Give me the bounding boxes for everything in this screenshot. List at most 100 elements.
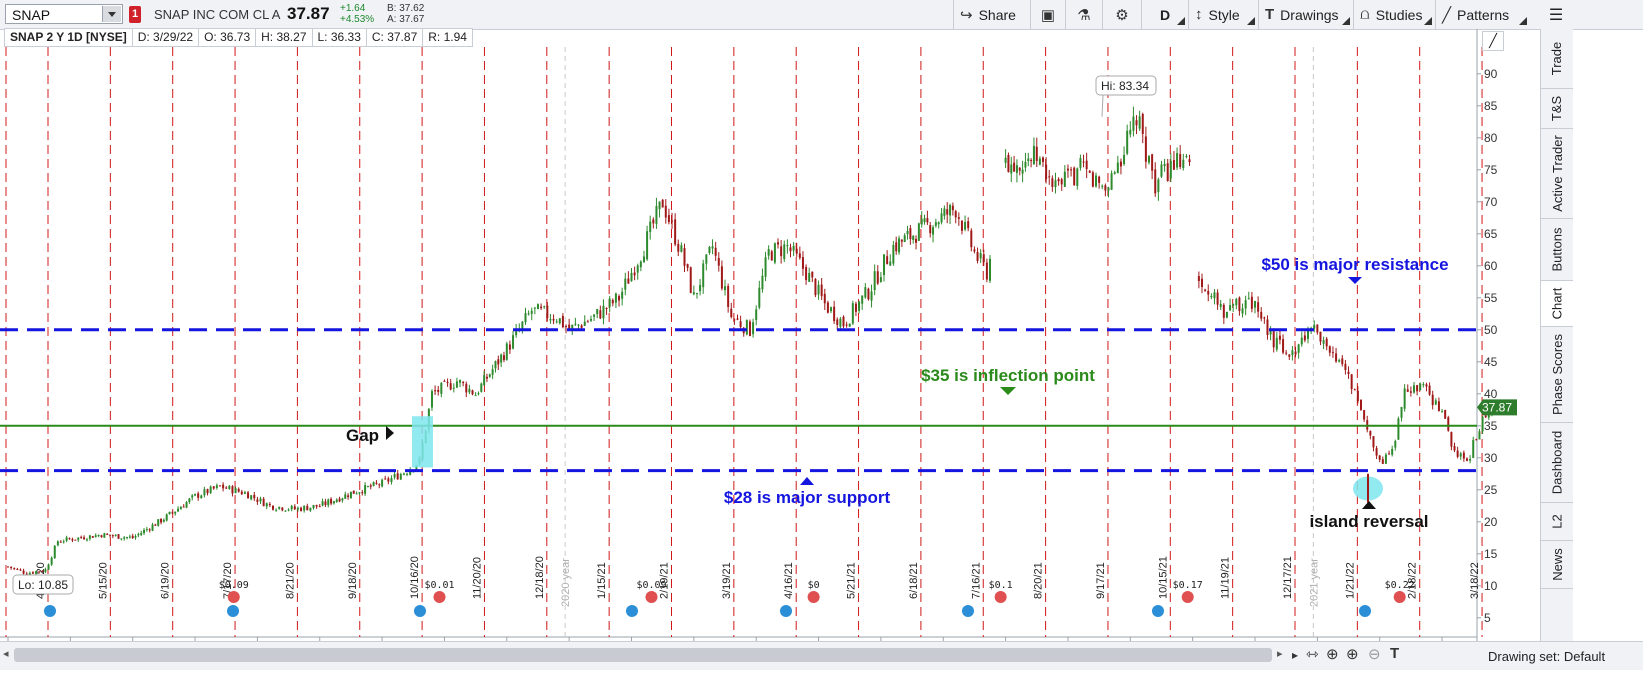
sidebar-tab-news[interactable]: News — [1541, 541, 1573, 589]
settings-button[interactable]: ⚙ — [1102, 0, 1141, 29]
candle-body — [814, 278, 817, 296]
candle-body — [633, 272, 636, 276]
sidebar-tab-phase-scores[interactable]: Phase Scores — [1541, 327, 1573, 423]
candle-body — [474, 395, 477, 397]
candle-body — [327, 499, 330, 506]
candle-body — [705, 254, 708, 264]
chart-title: SNAP 2 Y 1D [NYSE] — [4, 28, 133, 47]
candle-body — [870, 291, 873, 301]
expand-icon[interactable]: ▸ — [1292, 648, 1299, 662]
candle-body — [561, 315, 564, 328]
drawing-tool-icon[interactable]: ╱ — [1482, 31, 1504, 51]
candle-body — [689, 267, 692, 293]
candle-body — [854, 303, 857, 312]
pan-icon[interactable]: ⇿ — [1306, 646, 1319, 663]
candle-body — [614, 293, 617, 303]
sidebar-tab-l2[interactable]: L2 — [1541, 503, 1573, 541]
candle-body — [783, 244, 786, 260]
candle-body — [145, 529, 148, 531]
candle-body — [197, 493, 200, 498]
right-triangle-icon — [386, 426, 394, 440]
sidebar-tab-chart[interactable]: Chart — [1541, 281, 1573, 327]
candle-body — [1260, 312, 1263, 319]
candle-body — [1447, 417, 1450, 431]
candle-body — [16, 568, 19, 570]
candle-body — [1013, 162, 1016, 172]
link-group-badge[interactable]: 1 — [129, 6, 141, 23]
menu-icon[interactable]: ☰ — [1548, 6, 1564, 24]
scroll-right-icon[interactable]: ▸ — [1277, 648, 1283, 660]
candle-body — [798, 253, 801, 258]
horizontal-scrollbar[interactable] — [14, 648, 1272, 662]
earnings-icon — [227, 605, 239, 617]
sidebar-tab-trade[interactable]: Trade — [1541, 29, 1573, 89]
candle-body — [449, 383, 452, 390]
chevron-down-icon[interactable] — [102, 6, 121, 22]
candle-body — [406, 473, 409, 475]
candle-body — [580, 325, 583, 328]
candle-body — [964, 222, 967, 230]
candle-body — [10, 566, 13, 568]
aggregation-button[interactable]: D — [1141, 0, 1188, 29]
candle-body — [795, 248, 798, 254]
resistance-label: $50 is major resistance — [1261, 255, 1448, 274]
drawings-label: Drawings — [1280, 6, 1339, 23]
candle-body — [1110, 173, 1113, 190]
sidebar-tab-active-trader[interactable]: Active Trader — [1541, 129, 1573, 219]
sidebar-tab-buttons[interactable]: Buttons — [1541, 219, 1573, 281]
alerts-button[interactable]: ▣ — [1030, 0, 1065, 29]
sidebar-tab-dashboard[interactable]: Dashboard — [1541, 423, 1573, 503]
candle-body — [1051, 178, 1054, 187]
candle-body — [1119, 161, 1122, 167]
info-close: C: 37.87 — [366, 28, 424, 47]
symbol-selector[interactable]: SNAP — [5, 4, 123, 24]
y-tick-label: 65 — [1484, 227, 1498, 241]
studies-button[interactable]: ⩍ Studies — [1353, 0, 1435, 29]
candle-body — [889, 261, 892, 266]
flask-button[interactable]: ⚗ — [1065, 0, 1102, 29]
candle-body — [259, 498, 262, 502]
candle-body — [7, 566, 9, 568]
candle-body — [515, 328, 518, 336]
candle-body — [1179, 154, 1182, 167]
drawing-set-label[interactable]: Drawing set: Default — [1488, 649, 1606, 664]
candle-body — [1172, 160, 1175, 170]
candle-body — [1406, 389, 1409, 392]
candle-body — [296, 507, 299, 510]
zoom-in-icon[interactable]: ⊕ — [1346, 646, 1359, 663]
candle-body — [399, 474, 402, 480]
candle-body — [512, 335, 515, 349]
candle-body — [200, 495, 203, 499]
candle-body — [727, 286, 730, 307]
scroll-left-icon[interactable]: ◂ — [3, 648, 9, 660]
candle-body — [1163, 163, 1166, 167]
candle-body — [527, 313, 530, 315]
candle-body — [344, 494, 347, 499]
candle-body — [1434, 400, 1437, 405]
sidebar-tab-t-s[interactable]: T&S — [1541, 89, 1573, 129]
candle-body — [1085, 160, 1088, 170]
candle-body — [1272, 331, 1275, 348]
candle-body — [801, 257, 804, 269]
dividend-icon — [807, 591, 820, 603]
drawings-button[interactable]: T Drawings — [1258, 0, 1353, 29]
candle-body — [949, 204, 952, 216]
candle-body — [951, 205, 954, 211]
candle-body — [1169, 160, 1172, 179]
candle-body — [1475, 439, 1478, 441]
expiration-label: 9/17/21 — [1095, 562, 1107, 599]
candle-body — [231, 486, 234, 494]
candle-body — [300, 507, 303, 511]
candle-body — [817, 284, 820, 295]
candle-body — [1369, 431, 1372, 436]
y-tick-label: 60 — [1484, 259, 1498, 273]
candle-body — [275, 509, 278, 511]
crosshair-icon[interactable]: ⊕ — [1326, 646, 1339, 663]
zoom-out-icon[interactable]: ⊖ — [1368, 646, 1381, 663]
text-tool-icon[interactable]: T — [1390, 645, 1400, 662]
expiration-label: 3/18/22 — [1469, 562, 1481, 599]
patterns-button[interactable]: ╱ Patterns — [1435, 0, 1530, 29]
share-button[interactable]: ↪ Share — [953, 0, 1030, 29]
style-button[interactable]: ↕ Style — [1188, 0, 1258, 29]
